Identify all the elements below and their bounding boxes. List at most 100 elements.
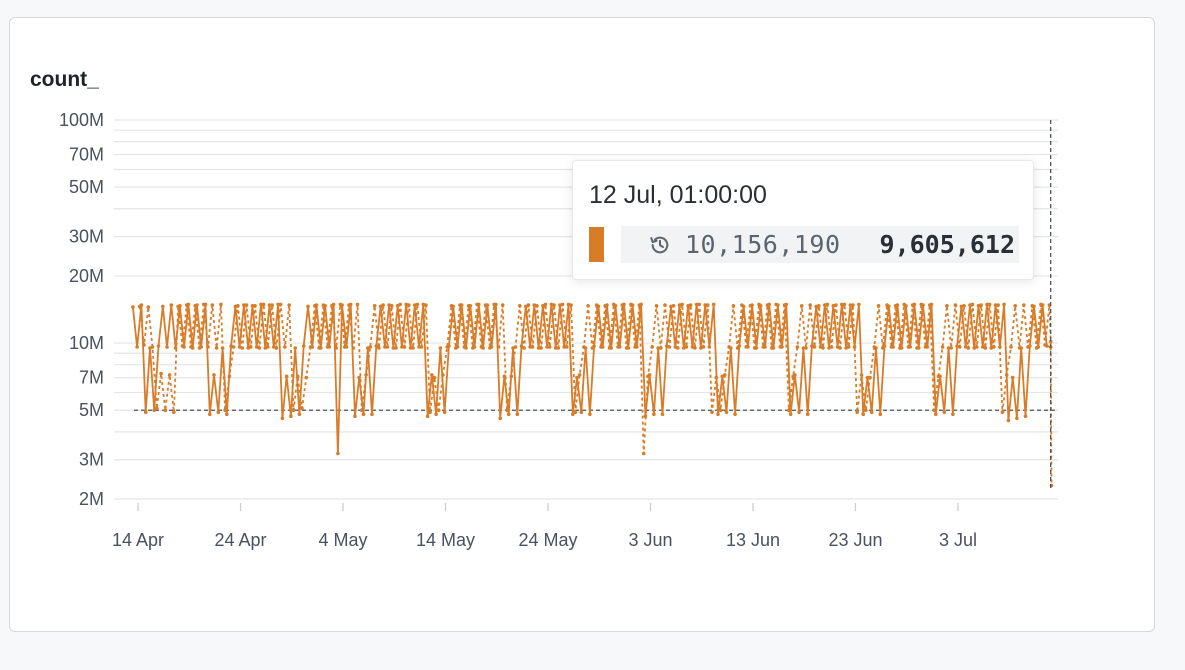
series-point xyxy=(156,344,161,348)
series-point xyxy=(659,346,663,350)
series-point xyxy=(1002,302,1006,307)
series-point xyxy=(1006,418,1011,423)
series-point xyxy=(297,412,302,417)
series-point xyxy=(295,374,300,379)
series-point xyxy=(163,408,168,413)
series-point xyxy=(223,408,227,413)
series-point xyxy=(934,412,938,417)
series-point xyxy=(509,374,514,379)
series-point xyxy=(206,345,210,349)
series-point xyxy=(970,302,975,307)
series-point xyxy=(479,345,484,349)
series-point xyxy=(498,416,503,421)
series-point xyxy=(872,345,877,349)
series-point xyxy=(313,304,317,308)
series-point xyxy=(189,345,193,349)
series-point xyxy=(355,302,360,307)
series-point xyxy=(808,303,812,307)
series-point xyxy=(434,412,438,417)
series-point xyxy=(370,412,374,417)
series-point xyxy=(637,303,642,307)
series-point xyxy=(518,304,522,308)
series-point xyxy=(577,373,582,377)
series-point xyxy=(167,373,172,377)
series-point xyxy=(155,406,159,411)
series-line-dashed[interactable] xyxy=(138,303,1053,486)
series-point xyxy=(552,303,556,307)
series-point xyxy=(846,345,851,349)
series-point xyxy=(936,374,941,379)
series-point xyxy=(607,346,612,350)
series-point xyxy=(250,304,255,308)
series-point xyxy=(705,303,710,307)
series-point xyxy=(280,416,285,421)
series-point xyxy=(723,373,727,377)
y-tick-label: 10M xyxy=(69,333,104,353)
series-point xyxy=(919,302,924,307)
series-point xyxy=(1022,303,1026,307)
series-point xyxy=(135,345,139,349)
series-point xyxy=(180,344,185,348)
series-point xyxy=(1015,416,1019,421)
x-tick-label: 3 Jun xyxy=(628,530,672,550)
series-point xyxy=(535,304,539,308)
series-point xyxy=(992,345,996,349)
series-point xyxy=(684,345,689,349)
series-point xyxy=(889,345,894,349)
series-point xyxy=(603,304,607,308)
series-point xyxy=(394,346,398,350)
series-point xyxy=(676,346,680,350)
series-point xyxy=(848,303,853,307)
series-point xyxy=(915,346,919,350)
series-point xyxy=(840,302,844,307)
series-point xyxy=(727,345,731,349)
series-point xyxy=(216,410,221,415)
series-point xyxy=(536,346,541,350)
series-point xyxy=(146,305,151,309)
series-point xyxy=(325,345,330,349)
series-point xyxy=(417,345,421,349)
x-tick-label: 24 Apr xyxy=(214,530,266,550)
series-point xyxy=(161,304,165,309)
series-point xyxy=(996,303,1000,307)
series-point xyxy=(778,345,783,349)
series-point xyxy=(688,303,693,307)
y-tick-label: 50M xyxy=(69,177,104,197)
series-point xyxy=(588,412,592,417)
series-point xyxy=(210,303,215,307)
series-point xyxy=(287,303,292,307)
series-point xyxy=(425,414,430,419)
x-tick-label: 23 Jun xyxy=(828,530,882,550)
series-point xyxy=(543,302,548,307)
series-point xyxy=(855,410,859,415)
series-point xyxy=(225,412,229,417)
series-point xyxy=(575,375,579,380)
series-point xyxy=(137,304,142,309)
series-point xyxy=(458,303,462,307)
series-point xyxy=(993,303,998,307)
y-axis: 100M 70M 50M 30M 20M 10M 7M 5M 3M 2M xyxy=(59,110,104,509)
series-point xyxy=(545,345,549,349)
series-point xyxy=(1043,343,1047,347)
series-point xyxy=(374,344,379,348)
series-point xyxy=(1000,410,1005,415)
series-point xyxy=(227,374,232,379)
series-point xyxy=(428,410,432,415)
series-point xyxy=(962,304,966,308)
series-point xyxy=(347,303,351,307)
series-point xyxy=(336,451,340,456)
series-point xyxy=(169,303,174,307)
series-point xyxy=(633,345,637,349)
y-tick-label: 3M xyxy=(79,450,104,470)
series-point xyxy=(283,345,287,349)
series-point xyxy=(624,346,629,350)
series-point xyxy=(522,346,526,350)
series-point xyxy=(864,408,868,413)
series-point xyxy=(505,408,509,413)
series-point xyxy=(744,345,748,349)
series-point xyxy=(842,302,847,307)
series-point xyxy=(266,345,270,349)
series-point xyxy=(985,302,989,307)
series-line-solid[interactable] xyxy=(132,303,1051,455)
